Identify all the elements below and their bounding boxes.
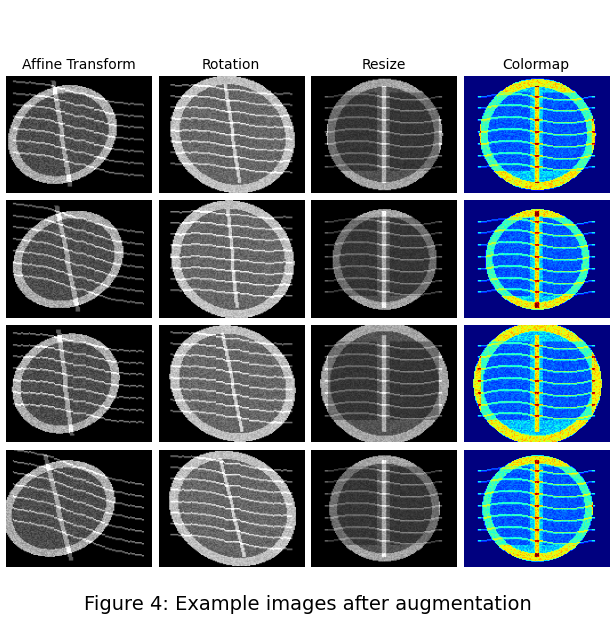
Text: Affine Transform: Affine Transform bbox=[22, 59, 135, 72]
Text: Resize: Resize bbox=[362, 59, 406, 72]
Text: Rotation: Rotation bbox=[202, 59, 260, 72]
Text: Figure 4: Example images after augmentation: Figure 4: Example images after augmentat… bbox=[84, 595, 531, 614]
Text: Colormap: Colormap bbox=[502, 59, 570, 72]
